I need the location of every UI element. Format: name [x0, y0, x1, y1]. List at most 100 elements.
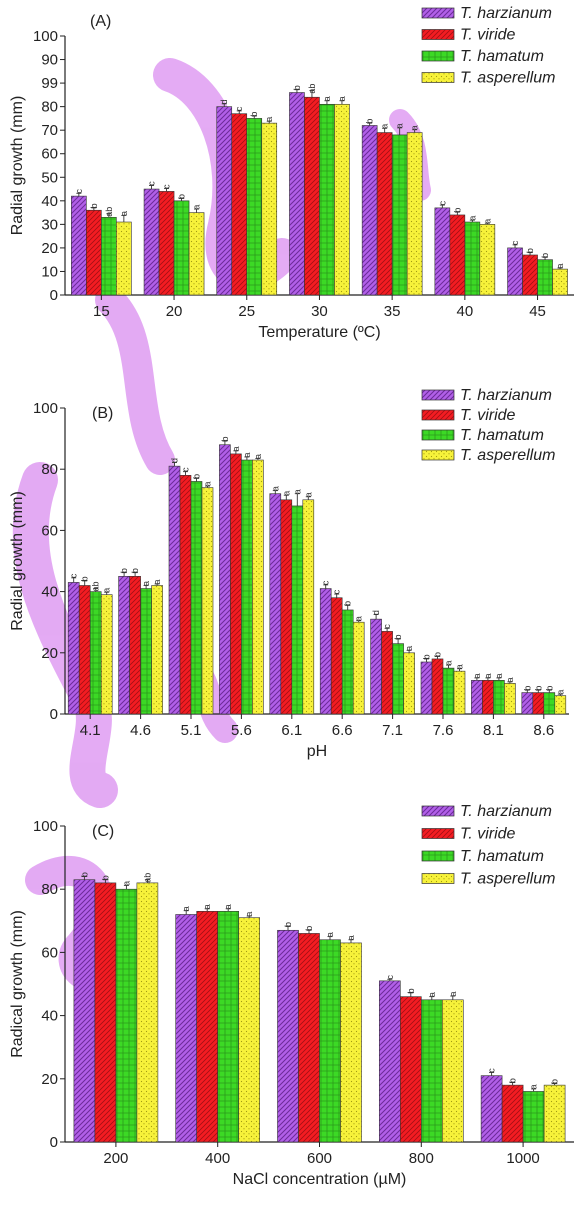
y-tick-label: 60 — [41, 944, 58, 961]
bar — [118, 575, 130, 715]
bar — [319, 103, 335, 296]
significance-label: c — [510, 240, 520, 245]
x-tick-label: 20 — [166, 303, 183, 320]
x-axis-title: Temperature (ºC) — [258, 324, 380, 341]
y-tick-label: 10 — [41, 263, 58, 280]
bar — [168, 465, 181, 715]
x-tick-label: 4.1 — [80, 722, 101, 739]
legend-label: T. hamatum — [460, 48, 544, 65]
significance-label: a — [555, 690, 565, 695]
y-tick-label: 30 — [41, 216, 58, 233]
bar — [340, 942, 362, 1143]
significance-label: b — [220, 437, 230, 442]
significance-label: a — [494, 673, 504, 678]
y-tick-label: 20 — [41, 240, 58, 257]
significance-label: a — [483, 673, 493, 678]
significance-label: a — [223, 904, 233, 909]
bar — [179, 475, 192, 715]
y-tick-label: 80 — [41, 99, 58, 116]
y-axis-title: Radical growth (mm) — [9, 910, 26, 1058]
bar — [319, 588, 332, 715]
bar — [188, 212, 205, 296]
significance-label: a — [337, 96, 347, 101]
significance-label: ab — [91, 582, 101, 592]
bar — [277, 929, 299, 1143]
significance-label: a — [404, 646, 414, 651]
bar — [537, 259, 553, 296]
bar — [175, 914, 197, 1143]
x-tick-label: 4.6 — [130, 722, 151, 739]
significance-label: d — [219, 99, 229, 104]
significance-label: a — [292, 489, 302, 494]
bar — [399, 996, 422, 1143]
significance-label: a — [181, 906, 191, 911]
y-tick-label: 50 — [41, 169, 58, 186]
bar — [246, 118, 263, 296]
x-tick-label: 6.1 — [281, 722, 302, 739]
legend: T. harzianum T. viride T. hamatum T. aspere… — [421, 803, 555, 888]
y-tick-label: 40 — [41, 584, 58, 601]
x-axis-title: pH — [307, 743, 327, 760]
bar — [330, 597, 343, 715]
y-tick-label: 60 — [41, 146, 58, 163]
significance-label: b — [79, 872, 89, 877]
significance-label: a — [354, 616, 364, 621]
y-tick-label: 100 — [33, 818, 58, 835]
bar — [482, 680, 494, 715]
significance-label: b — [525, 248, 535, 253]
significance-label: b — [452, 208, 462, 213]
bar — [196, 911, 218, 1143]
bar — [434, 207, 451, 296]
x-tick-label: 600 — [307, 1150, 332, 1167]
x-tick-label: 5.6 — [231, 722, 252, 739]
significance-label: a — [192, 205, 202, 210]
significance-label: a — [121, 881, 131, 886]
y-tick-label: 100 — [33, 28, 58, 45]
bar — [378, 980, 401, 1143]
significance-label: a — [231, 446, 241, 451]
bar — [341, 609, 354, 715]
bar — [392, 643, 404, 715]
legend-swatch — [421, 805, 455, 817]
y-tick-label: 0 — [50, 287, 58, 304]
y-tick-label: 70 — [41, 122, 58, 139]
significance-label: c — [74, 189, 84, 194]
significance-label: a — [529, 1084, 539, 1089]
significance-label: a — [303, 492, 313, 497]
significance-label: a — [482, 219, 492, 224]
legend: T. harzianum T. viride T. hamatum T. aspere… — [421, 387, 555, 464]
bar — [334, 103, 350, 296]
bar — [89, 591, 102, 715]
bar — [216, 106, 233, 296]
y-tick-label: 20 — [41, 645, 58, 662]
bar — [431, 658, 444, 715]
significance-label: a — [244, 912, 254, 917]
bar — [304, 96, 320, 296]
significance-label: a — [270, 486, 280, 491]
significance-label: a — [141, 581, 151, 586]
bar — [420, 999, 443, 1143]
x-tick-label: 6.6 — [332, 722, 353, 739]
legend-swatch — [421, 389, 455, 401]
significance-label: a — [203, 482, 213, 487]
significance-label: b — [130, 568, 140, 573]
significance-label: c — [332, 589, 342, 594]
bar — [453, 670, 466, 715]
bar — [543, 1084, 566, 1143]
significance-label: c — [487, 1068, 497, 1073]
panel-label: (B) — [92, 405, 113, 422]
bar — [504, 683, 516, 715]
significance-label: a — [467, 216, 477, 221]
bar — [532, 692, 545, 715]
significance-label: b — [433, 652, 443, 657]
y-axis-title: Radial growth (mm) — [9, 491, 26, 631]
panel-label: (A) — [90, 13, 111, 30]
significance-label: ab — [307, 84, 317, 94]
legend-label: T. harzianum — [460, 803, 552, 820]
significance-label: a — [119, 211, 129, 216]
y-tick-label: 40 — [41, 193, 58, 210]
y-tick-label: 90 — [41, 52, 58, 69]
significance-label: b — [80, 576, 90, 581]
